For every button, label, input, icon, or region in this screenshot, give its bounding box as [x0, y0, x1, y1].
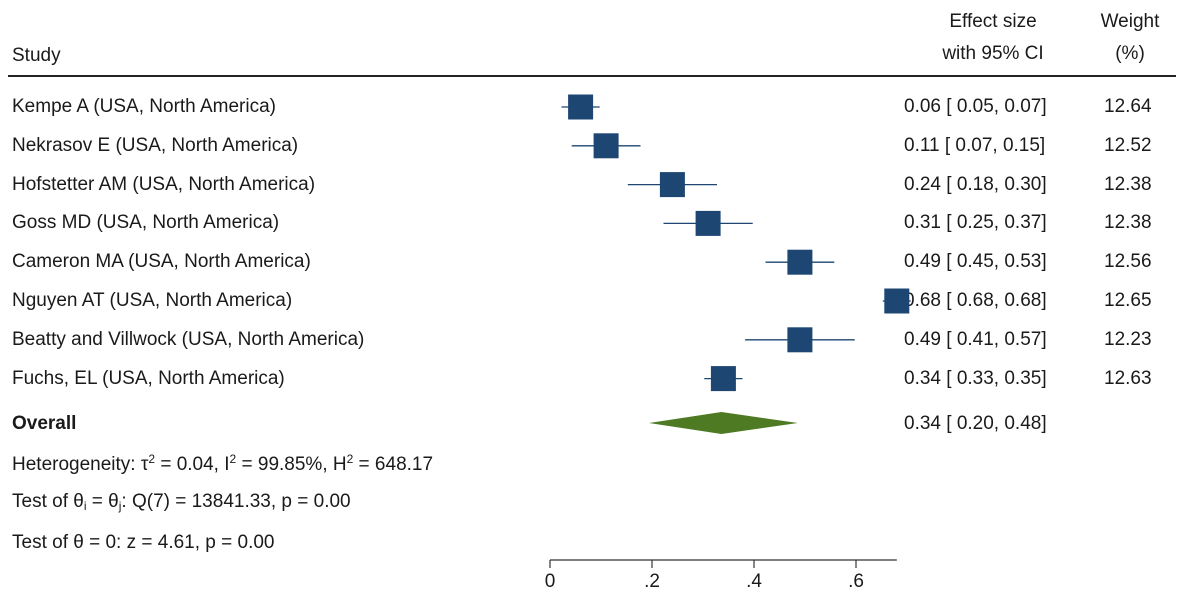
study-weight: 12.38: [1104, 173, 1152, 195]
study-ci-text: 0.49 [ 0.41, 0.57]: [904, 328, 1047, 350]
study-effect-marker: [593, 133, 619, 159]
study-label: Kempe A (USA, North America): [12, 96, 276, 117]
study-effect-marker: [659, 172, 685, 198]
study-effect-marker: [787, 249, 813, 275]
study-label: Nguyen AT (USA, North America): [12, 290, 293, 311]
study-ci-text: 0.11 [ 0.07, 0.15]: [904, 134, 1046, 156]
study-effect-marker: [710, 366, 736, 392]
effect-size-header-line1: Effect size: [949, 11, 1037, 32]
i-squared-sup: 2: [229, 452, 237, 466]
study-label: Beatty and Villwock (USA, North America): [12, 328, 365, 350]
test1-sub-j: j: [118, 499, 122, 513]
test1-mid: = θ: [86, 491, 119, 512]
study-ci-text: 0.49 [ 0.45, 0.53]: [904, 251, 1047, 273]
homogeneity-test: Test of θi = θj: Q(7) = 13841.33, p = 0.…: [12, 491, 351, 513]
weight-header-line1: Weight: [1100, 11, 1160, 32]
study-effect-marker: [568, 94, 594, 120]
study-label: Cameron MA (USA, North America): [12, 251, 311, 273]
x-axis-tick-label: .4: [746, 571, 762, 592]
header-rule: [8, 75, 1176, 77]
overall-diamond: [649, 412, 798, 434]
heterogeneity-prefix: Heterogeneity: τ: [12, 454, 149, 475]
study-label: Hofstetter AM (USA, North America): [12, 173, 316, 195]
study-label: Goss MD (USA, North America): [12, 212, 280, 234]
study-label: Fuchs, EL (USA, North America): [12, 367, 285, 389]
study-ci-text: 0.06 [ 0.05, 0.07]: [904, 96, 1047, 117]
heterogeneity-i: = 99.85%, H: [236, 454, 347, 475]
overall-label: Overall: [12, 413, 77, 434]
effect-size-column-header: Effect size with 95% CI: [918, 6, 1068, 70]
study-ci-text: 0.24 [ 0.18, 0.30]: [904, 173, 1047, 195]
heterogeneity-stats: Heterogeneity: τ2 = 0.04, I2 = 99.85%, H…: [12, 452, 434, 475]
h-squared-sup: 2: [346, 452, 354, 466]
study-effect-marker: [695, 210, 721, 236]
test1-rest: : Q(7) = 13841.33, p = 0.00: [121, 491, 351, 512]
test1-prefix: Test of θ: [12, 491, 84, 512]
x-axis-tick-label: .2: [644, 571, 660, 592]
study-weight: 12.63: [1104, 367, 1152, 389]
heterogeneity-tau: = 0.04, I: [155, 454, 230, 475]
weight-column-header: Weight (%): [1090, 6, 1170, 70]
x-axis-tick-label: .6: [848, 571, 864, 592]
effect-size-header-line2: with 95% CI: [942, 43, 1044, 64]
weight-header-line2: (%): [1115, 43, 1145, 64]
study-effect-marker: [787, 327, 813, 353]
study-ci-text: 0.31 [ 0.25, 0.37]: [904, 212, 1047, 234]
study-weight: 12.64: [1104, 96, 1152, 117]
study-weight: 12.65: [1104, 290, 1152, 311]
overall-ci-text: 0.34 [ 0.20, 0.48]: [904, 413, 1047, 434]
tau-squared-sup: 2: [148, 452, 156, 466]
study-label: Nekrasov E (USA, North America): [12, 134, 299, 156]
study-effect-marker: [884, 288, 910, 314]
study-weight: 12.52: [1104, 134, 1152, 156]
heterogeneity-h: = 648.17: [353, 454, 434, 475]
x-axis-tick-label: 0: [545, 571, 556, 592]
study-weight: 12.38: [1104, 212, 1152, 234]
study-column-header: Study: [12, 45, 61, 66]
study-weight: 12.23: [1104, 328, 1152, 350]
study-ci-text: 0.34 [ 0.33, 0.35]: [904, 367, 1047, 389]
study-weight: 12.56: [1104, 251, 1152, 273]
test1-sub-i: i: [83, 499, 87, 513]
study-ci-text: 0.68 [ 0.68, 0.68]: [904, 290, 1047, 311]
overall-effect-test: Test of θ = 0: z = 4.61, p = 0.00: [12, 532, 275, 553]
